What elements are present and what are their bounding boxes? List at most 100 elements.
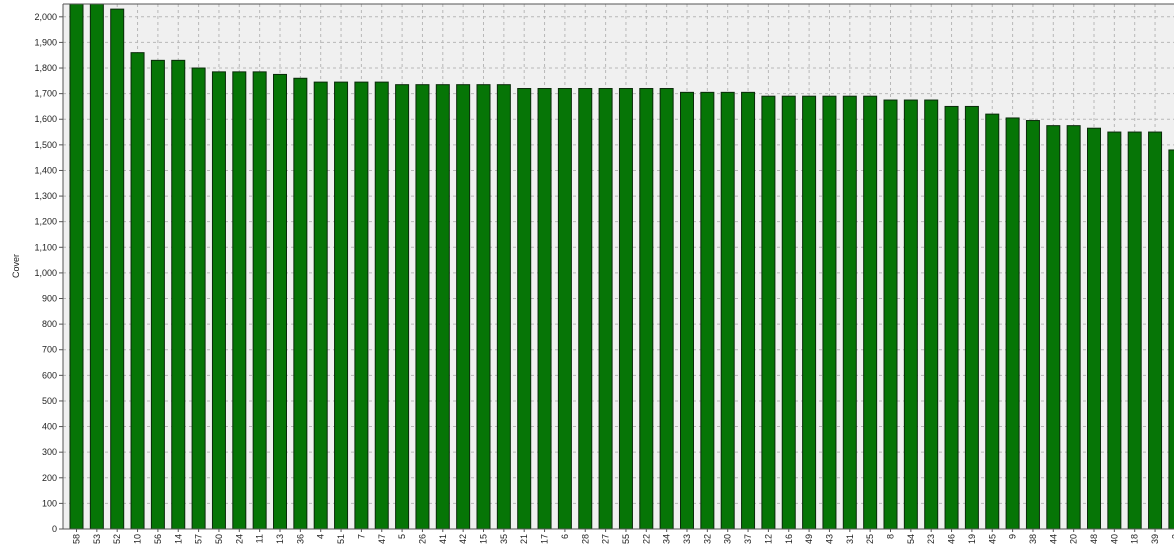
bar: [964, 105, 979, 530]
bar: [517, 88, 532, 530]
bar: [598, 88, 613, 530]
bar: [110, 8, 125, 530]
x-tick-label: 55: [621, 534, 631, 544]
bar: [944, 105, 959, 530]
bar: [659, 88, 674, 530]
x-tick-label: 35: [499, 534, 509, 544]
bar: [639, 88, 654, 530]
bar: [476, 84, 491, 530]
y-tick-label: 1,100: [34, 242, 57, 252]
bar: [1087, 127, 1101, 530]
x-tick-label: 51: [336, 534, 346, 544]
bar: [273, 73, 287, 530]
x-tick-label: 47: [377, 534, 387, 544]
x-tick-label: 42: [458, 534, 468, 544]
y-tick-label: 1,200: [34, 217, 57, 227]
x-tick-label: 25: [865, 534, 875, 544]
x-tick-label: 54: [906, 534, 916, 544]
bar: [130, 52, 145, 530]
x-tick-label: 17: [540, 534, 550, 544]
bar: [69, 3, 84, 530]
x-tick-label: 9: [1008, 534, 1018, 539]
x-tick-label: 52: [112, 534, 122, 544]
bar: [334, 81, 349, 530]
x-tick-label: 39: [1150, 534, 1160, 544]
y-tick-label: 300: [42, 447, 57, 457]
bar: [456, 84, 471, 530]
bar: [1107, 131, 1122, 530]
x-tick-label: 5: [397, 534, 407, 539]
bar: [395, 84, 410, 530]
y-tick-label: 100: [42, 498, 57, 508]
y-axis-title: Cover: [11, 254, 21, 278]
x-tick-label: 7: [356, 534, 366, 539]
bar: [985, 113, 1000, 530]
bar: [578, 88, 593, 530]
x-tick-label: 14: [173, 534, 183, 544]
bar: [618, 88, 633, 530]
y-tick-label: 1,000: [34, 268, 57, 278]
y-tick-label: 200: [42, 473, 57, 483]
y-tick-label: 1,900: [34, 37, 57, 47]
y-tick-label: 0: [52, 524, 57, 534]
bar: [1148, 131, 1163, 530]
x-tick-label: 18: [1130, 534, 1140, 544]
x-tick-label: 45: [987, 534, 997, 544]
x-tick-label: 16: [784, 534, 794, 544]
x-tick-label: 48: [1089, 534, 1099, 544]
x-tick-label: 8: [886, 534, 896, 539]
y-tick-label: 1,800: [34, 63, 57, 73]
x-tick-label: 49: [804, 534, 814, 544]
x-tick-label: 32: [702, 534, 712, 544]
x-tick-label: 58: [72, 534, 82, 544]
bar: [537, 88, 552, 530]
bar: [374, 81, 389, 530]
y-tick-label: 700: [42, 345, 57, 355]
x-tick-label: 23: [926, 534, 936, 544]
y-axis-ticks: 0 100 200 300 400 500 600 700 800 900 1,000 1,100 1,…: [34, 12, 63, 534]
bar: [903, 99, 918, 530]
x-tick-label: 27: [601, 534, 611, 544]
x-tick-label: 50: [214, 534, 224, 544]
bar: [741, 91, 756, 530]
x-tick-label: 37: [743, 534, 753, 544]
x-tick-label: 34: [662, 534, 672, 544]
bar: [191, 67, 206, 530]
y-tick-label: 1,600: [34, 114, 57, 124]
x-tick-label: 33: [682, 534, 692, 544]
bar: [842, 95, 857, 530]
y-tick-label: 600: [42, 370, 57, 380]
bar: [557, 88, 572, 530]
bar: [496, 84, 511, 530]
bars: [69, 3, 1174, 530]
bar: [252, 71, 267, 530]
y-tick-label: 2,000: [34, 12, 57, 22]
bar: [415, 84, 430, 530]
x-tick-label: 30: [723, 534, 733, 544]
bar: [354, 81, 369, 530]
bar: [1005, 117, 1020, 530]
x-tick-label: 46: [947, 534, 957, 544]
x-tick-label: 56: [153, 534, 163, 544]
bar: [211, 71, 226, 530]
y-tick-label: 1,500: [34, 140, 57, 150]
x-tick-label: 38: [1028, 534, 1038, 544]
x-tick-label: 57: [194, 534, 204, 544]
bar: [1066, 125, 1081, 530]
x-tick-label: 12: [763, 534, 773, 544]
x-tick-label: 26: [417, 534, 427, 544]
y-tick-label: 1,700: [34, 89, 57, 99]
x-tick-label: 36: [295, 534, 305, 544]
x-tick-label: 3: [1170, 534, 1174, 539]
bar: [1025, 120, 1040, 530]
x-tick-label: 43: [824, 534, 834, 544]
y-tick-label: 500: [42, 396, 57, 406]
bar: [313, 81, 328, 530]
x-tick-label: 24: [234, 534, 244, 544]
x-axis-ticks: 58 53 52 10 56 14 57 50 24 11 13 36 4 51 7 47 5 26 41 42 15 3…: [72, 529, 1174, 544]
bar: [883, 99, 898, 530]
bar: [89, 3, 104, 530]
x-tick-label: 21: [519, 534, 529, 544]
bar: [700, 91, 715, 530]
